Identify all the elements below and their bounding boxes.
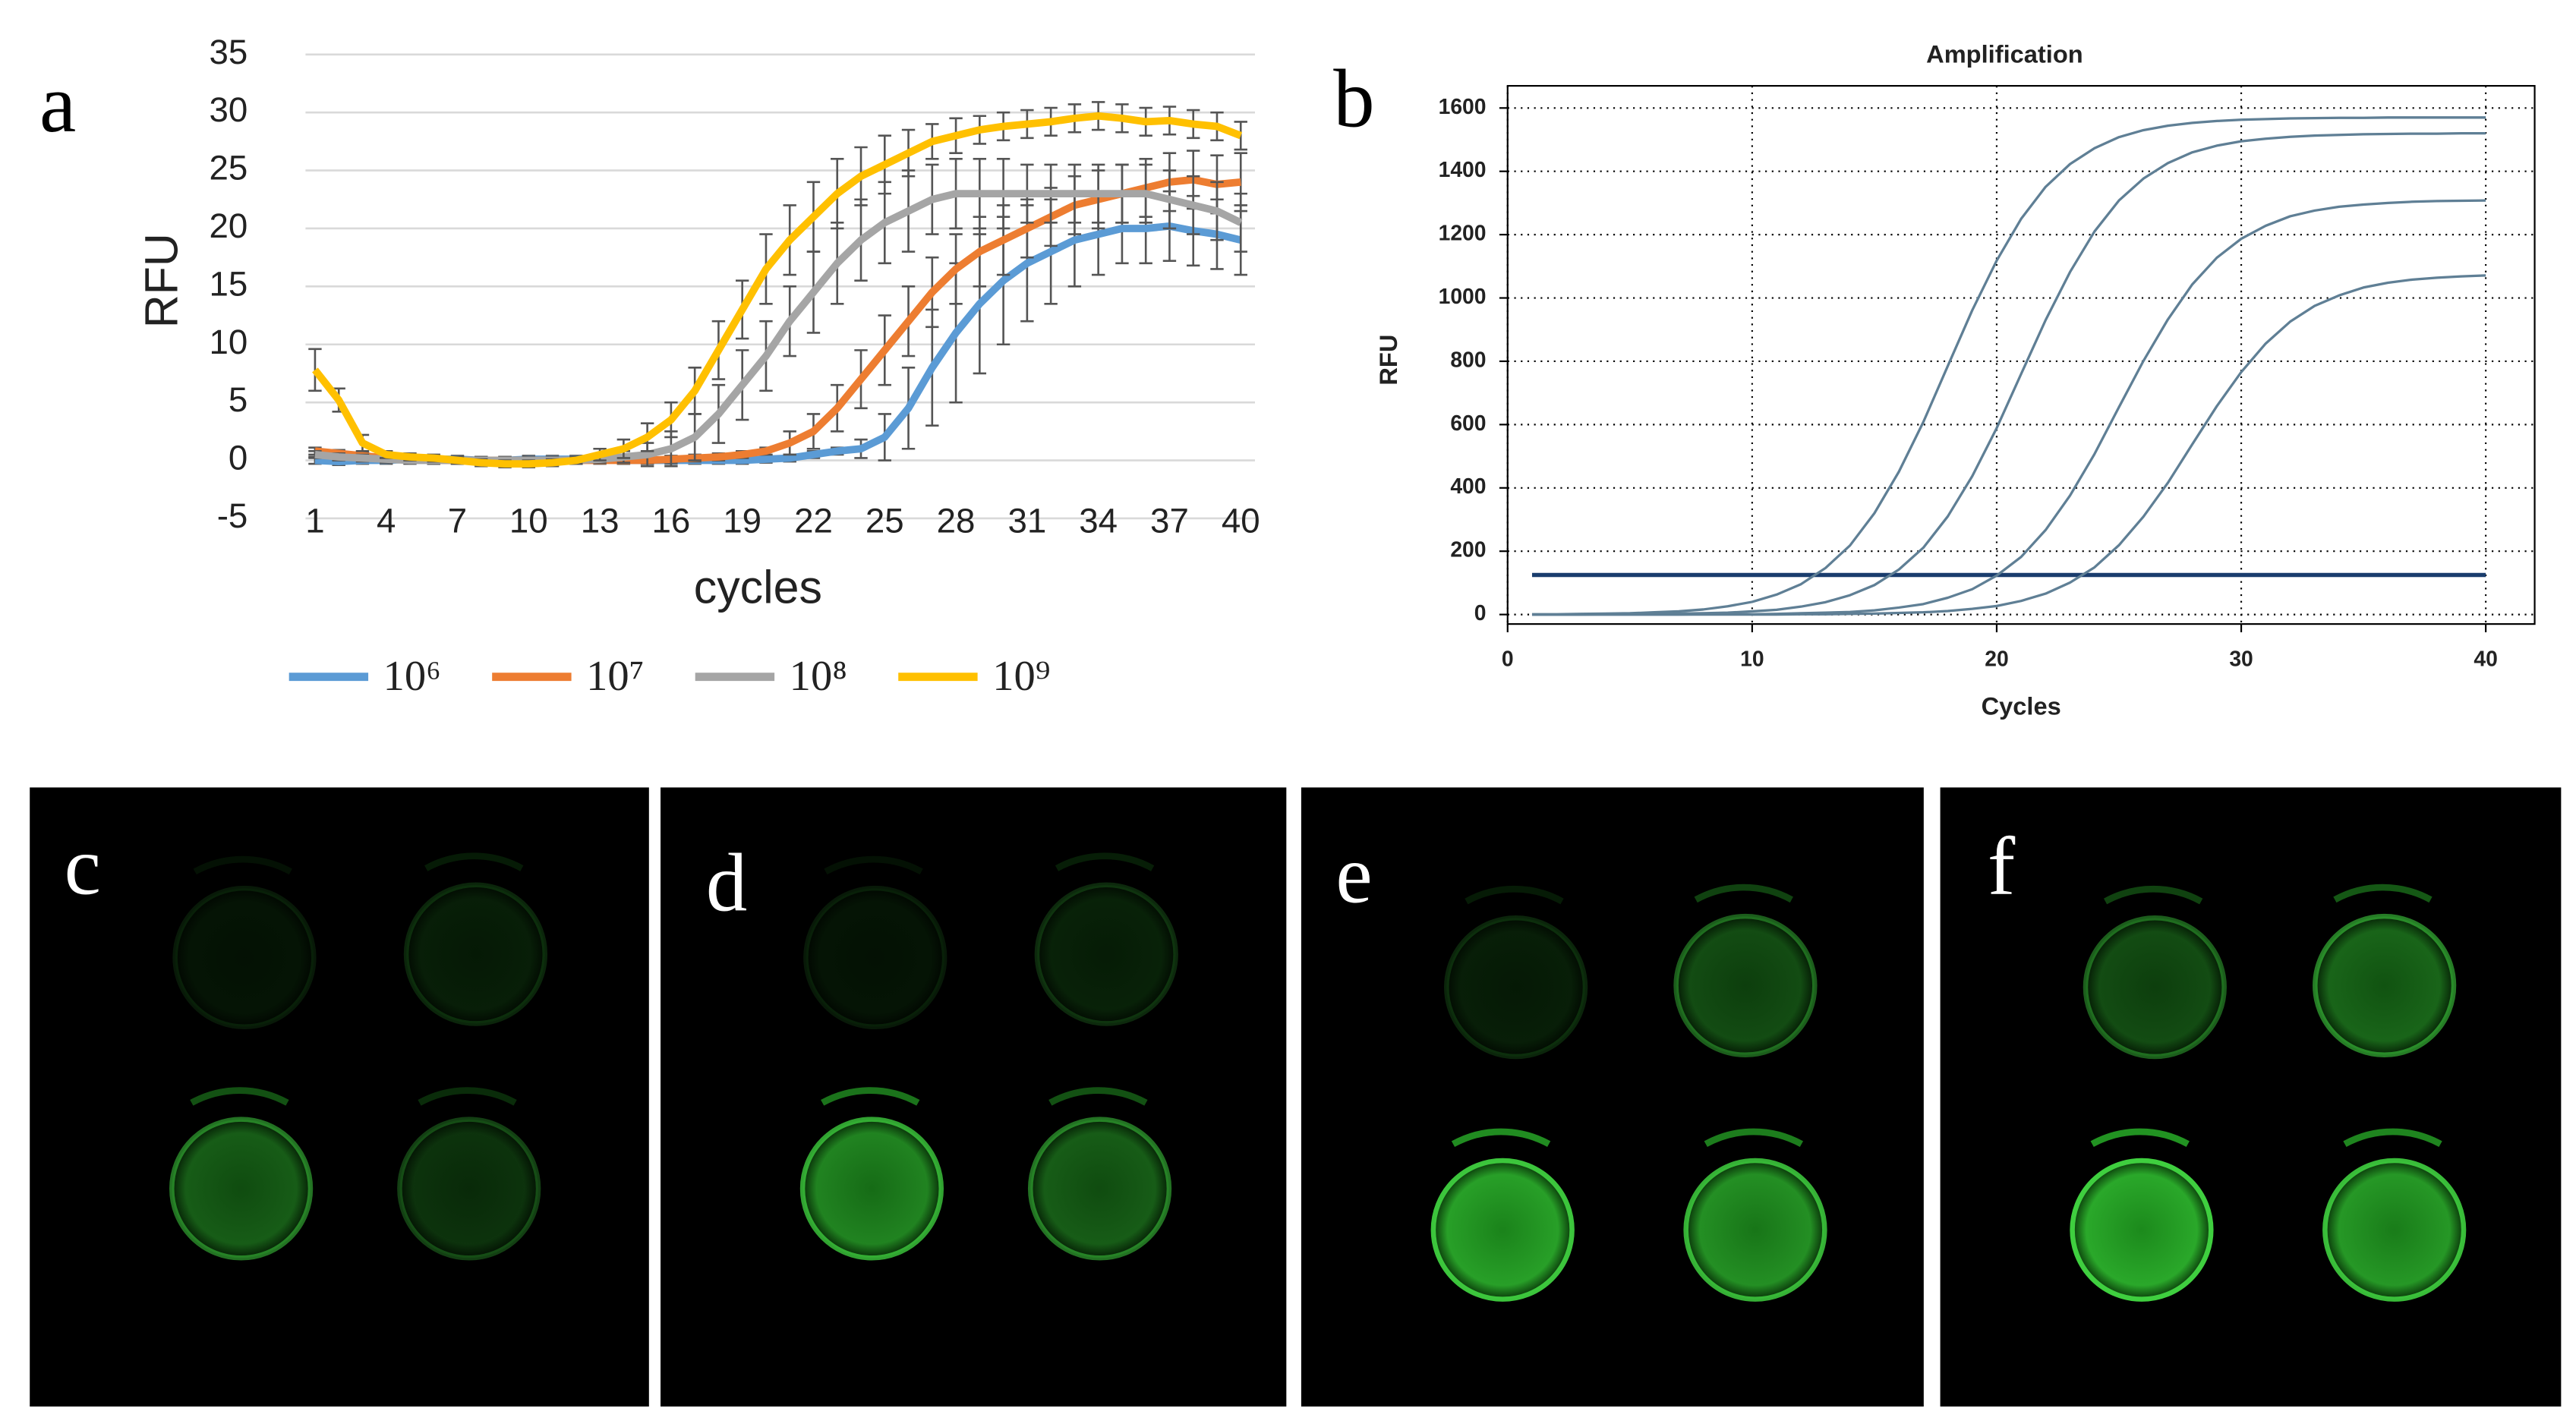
well xyxy=(1027,1117,1172,1261)
well xyxy=(2313,913,2457,1058)
y-tick-label: 20 xyxy=(210,206,248,245)
well-rim xyxy=(2090,1128,2190,1148)
well-rim xyxy=(1055,852,1155,871)
plot-frame xyxy=(1506,85,2536,625)
x-tick-label: 28 xyxy=(937,502,976,540)
y-tick-label: 1600 xyxy=(1439,94,1487,118)
panel-label: d xyxy=(706,836,747,928)
well xyxy=(1444,915,1588,1060)
well xyxy=(803,885,947,1030)
x-tick-label: 37 xyxy=(1150,502,1189,540)
x-tick-label: 22 xyxy=(794,502,833,540)
y-axis-label: RFU xyxy=(136,233,188,328)
legend-label: 10⁹ xyxy=(992,653,1050,700)
legend-label: 10⁶ xyxy=(383,653,441,700)
x-tick-label: 20 xyxy=(1985,646,2008,670)
y-tick-label: 1000 xyxy=(1439,284,1487,308)
y-tick-label: 1400 xyxy=(1439,157,1487,181)
y-tick-label: 800 xyxy=(1450,347,1486,371)
legend-label: 10⁸ xyxy=(790,653,847,700)
well-rim xyxy=(824,855,923,875)
y-tick-label: 1200 xyxy=(1439,221,1487,245)
well xyxy=(1683,1158,1827,1302)
y-tick-label: -5 xyxy=(217,496,248,535)
well-rim xyxy=(2333,884,2433,903)
well xyxy=(172,885,317,1030)
y-tick-label: 35 xyxy=(210,33,248,71)
x-tick-label: 10 xyxy=(509,502,548,540)
series-line xyxy=(1531,199,2486,616)
y-tick-label: 400 xyxy=(1450,474,1486,498)
x-axis-label: cycles xyxy=(694,562,822,613)
well-rim xyxy=(2343,1128,2442,1148)
x-tick-label: 7 xyxy=(448,502,467,540)
x-tick-label: 30 xyxy=(2229,646,2253,670)
y-tick-label: 30 xyxy=(210,90,248,129)
x-tick-label: 31 xyxy=(1007,502,1046,540)
series-line xyxy=(312,112,1243,468)
photo xyxy=(661,787,1287,1407)
x-tick-label: 16 xyxy=(651,502,690,540)
well-rim xyxy=(821,1087,920,1106)
well-rim xyxy=(1694,884,1793,903)
well-rim xyxy=(424,852,524,871)
well-rim xyxy=(1704,1128,1804,1148)
y-tick-label: 15 xyxy=(210,264,248,303)
x-tick-label: 34 xyxy=(1079,502,1118,540)
well-rim xyxy=(190,1087,289,1106)
well xyxy=(1673,913,1818,1058)
panel-label: b xyxy=(1333,52,1374,144)
series-line xyxy=(1531,274,2486,616)
photo xyxy=(30,787,649,1407)
panel-label: f xyxy=(1988,821,2016,912)
well-rim xyxy=(1465,885,1564,905)
y-tick-label: 0 xyxy=(1474,600,1487,625)
x-tick-label: 0 xyxy=(1502,646,1514,670)
well-rim xyxy=(418,1087,517,1106)
well xyxy=(799,1117,944,1261)
photo xyxy=(1301,787,1924,1407)
well-rim xyxy=(1451,1128,1551,1148)
well xyxy=(2070,1158,2214,1302)
legend-label: 10⁷ xyxy=(586,653,644,700)
y-axis-label: RFU xyxy=(1374,335,1402,386)
well xyxy=(169,1117,314,1261)
well-rim xyxy=(193,855,292,875)
y-tick-label: 5 xyxy=(229,380,248,419)
x-tick-label: 19 xyxy=(723,502,761,540)
x-axis-label: Cycles xyxy=(1982,692,2061,720)
photo xyxy=(1940,787,2562,1407)
well xyxy=(403,882,548,1026)
x-tick-label: 13 xyxy=(581,502,620,540)
well xyxy=(397,1117,541,1261)
y-tick-label: 600 xyxy=(1450,411,1486,435)
y-tick-label: 0 xyxy=(229,439,248,477)
x-tick-label: 10 xyxy=(1740,646,1764,670)
y-tick-label: 200 xyxy=(1450,537,1486,562)
series-line xyxy=(1531,116,2486,616)
x-tick-label: 1 xyxy=(305,502,324,540)
x-tick-label: 4 xyxy=(377,502,396,540)
y-tick-label: 25 xyxy=(210,149,248,187)
well xyxy=(2322,1158,2467,1302)
chart-title: Amplification xyxy=(1926,40,2083,68)
x-tick-label: 40 xyxy=(1222,502,1260,540)
panel-label: c xyxy=(65,821,101,912)
well xyxy=(1430,1158,1575,1302)
well-rim xyxy=(1048,1087,1148,1106)
panel-label: e xyxy=(1335,829,1372,921)
y-tick-label: 10 xyxy=(210,323,248,361)
well xyxy=(1034,882,1178,1026)
panel-label: a xyxy=(39,58,76,150)
x-tick-label: 25 xyxy=(865,502,904,540)
x-tick-label: 40 xyxy=(2474,646,2497,670)
well xyxy=(2083,915,2227,1060)
well-rim xyxy=(2103,885,2203,905)
